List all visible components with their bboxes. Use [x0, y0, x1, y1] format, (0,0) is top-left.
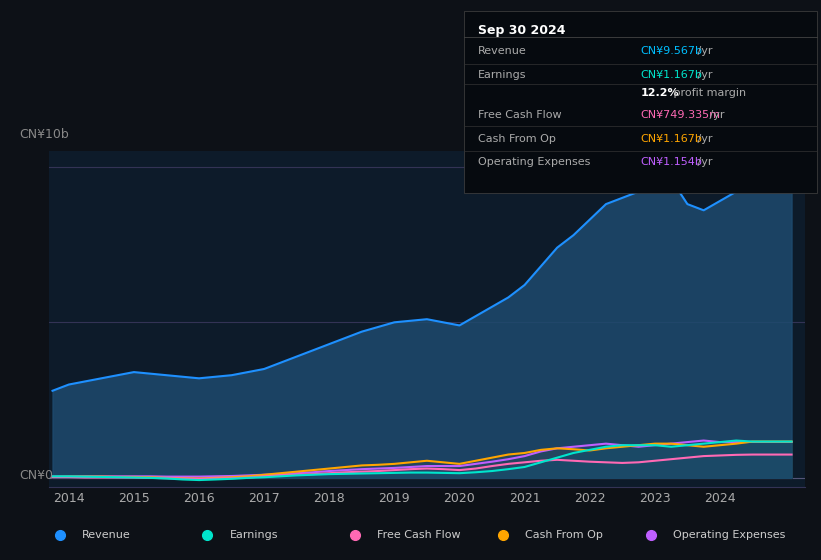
Text: Free Cash Flow: Free Cash Flow — [378, 530, 461, 540]
Text: Earnings: Earnings — [230, 530, 278, 540]
Text: CN¥1.167b: CN¥1.167b — [640, 134, 702, 143]
Text: CN¥0: CN¥0 — [19, 469, 53, 482]
Text: 12.2%: 12.2% — [640, 88, 679, 98]
Text: CN¥9.567b: CN¥9.567b — [640, 46, 703, 56]
Text: profit margin: profit margin — [671, 88, 746, 98]
Text: CN¥749.335m: CN¥749.335m — [640, 110, 720, 120]
Text: Sep 30 2024: Sep 30 2024 — [478, 24, 566, 37]
Text: Operating Expenses: Operating Expenses — [478, 157, 590, 167]
Text: CN¥1.154b: CN¥1.154b — [640, 157, 702, 167]
Text: /yr: /yr — [695, 46, 713, 56]
FancyBboxPatch shape — [464, 11, 817, 193]
Text: /yr: /yr — [695, 70, 713, 80]
Text: CN¥1.167b: CN¥1.167b — [640, 70, 702, 80]
Text: Revenue: Revenue — [478, 46, 527, 56]
Text: /yr: /yr — [706, 110, 725, 120]
Text: Earnings: Earnings — [478, 70, 526, 80]
Text: /yr: /yr — [695, 157, 713, 167]
Text: /yr: /yr — [695, 134, 713, 143]
Text: Revenue: Revenue — [82, 530, 131, 540]
Text: Free Cash Flow: Free Cash Flow — [478, 110, 562, 120]
Text: CN¥10b: CN¥10b — [19, 128, 69, 141]
Text: Operating Expenses: Operating Expenses — [673, 530, 785, 540]
Text: Cash From Op: Cash From Op — [478, 134, 556, 143]
Text: Cash From Op: Cash From Op — [525, 530, 603, 540]
